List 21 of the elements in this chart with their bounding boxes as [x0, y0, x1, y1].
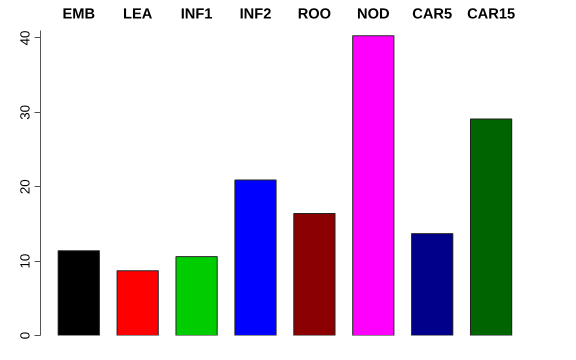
y-tick-label: 10	[18, 254, 32, 269]
bar	[352, 35, 394, 336]
bar	[116, 270, 159, 336]
x-tick-label: NOD	[357, 6, 390, 22]
y-tick-label: 40	[18, 30, 32, 46]
x-tick-label: CAR5	[412, 6, 452, 22]
x-tick-label: LEA	[123, 6, 153, 22]
bar	[470, 118, 512, 336]
bar	[234, 180, 277, 336]
bar	[58, 250, 100, 336]
x-tick-label: INF2	[240, 6, 272, 22]
y-tick-label: 20	[18, 179, 32, 194]
x-tick-label: CAR15	[467, 6, 516, 22]
bar	[175, 256, 218, 336]
x-tick-label: ROO	[298, 6, 332, 22]
bar	[293, 213, 336, 336]
bar	[411, 233, 454, 336]
x-tick-label: EMB	[62, 6, 96, 22]
y-tick-label: 30	[18, 104, 32, 120]
x-tick-label: INF1	[180, 6, 212, 22]
y-tick-label: 0	[18, 332, 32, 340]
